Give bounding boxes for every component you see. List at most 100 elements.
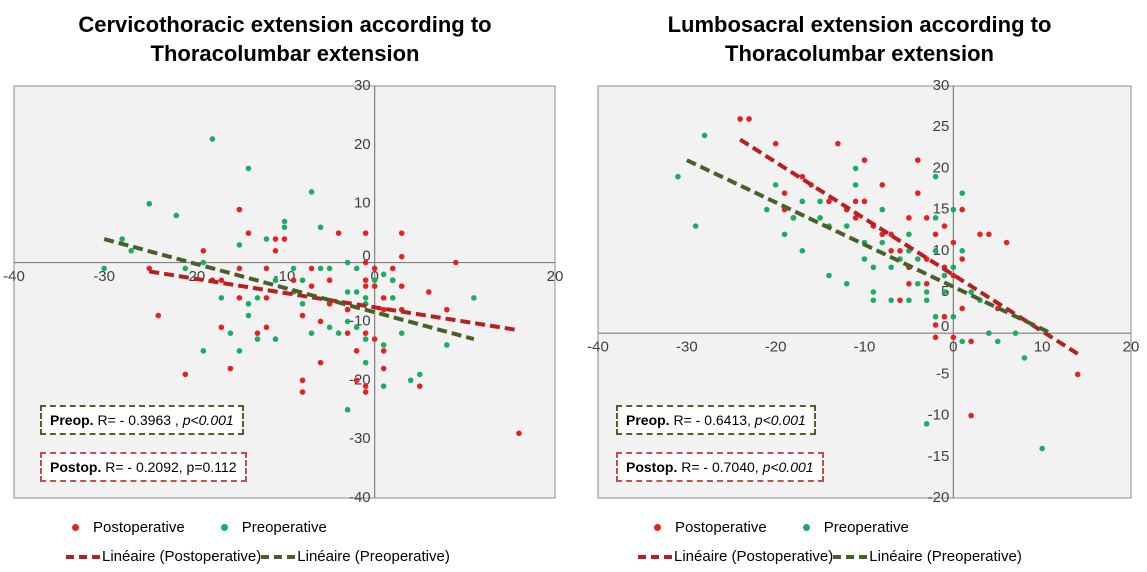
- postoperative-point: [236, 265, 243, 272]
- preoperative-point: [1021, 355, 1028, 361]
- postoperative-point: [263, 295, 270, 301]
- preoperative-point: [826, 272, 832, 279]
- x-tick-label: 20: [1123, 339, 1140, 356]
- legend-postoperative-trend-marker: [638, 554, 672, 559]
- postoperative-point: [1074, 371, 1081, 378]
- postoperative-point: [236, 206, 243, 213]
- postoperative-point: [263, 324, 270, 331]
- legend-preoperative-trend-marker: [833, 554, 868, 559]
- stat-text: R= - 0.6413,: [673, 412, 755, 428]
- preoperative-point: [272, 277, 279, 284]
- postoperative-point: [968, 412, 974, 419]
- postoperative-point: [389, 265, 396, 272]
- postoperative-point: [897, 297, 903, 304]
- postoperative-point: [353, 377, 360, 384]
- preoperative-point: [362, 295, 369, 301]
- preoperative-point: [471, 295, 477, 301]
- postoperative-point: [950, 272, 957, 279]
- postoperative-point: [977, 231, 983, 238]
- preoperative-point: [959, 338, 966, 345]
- postoperative-point: [932, 231, 939, 238]
- postoperative-point: [380, 306, 387, 313]
- postoperative-point: [245, 230, 252, 236]
- postoperative-point: [398, 230, 405, 236]
- postoperative-point: [254, 330, 261, 337]
- preoperative-point: [941, 289, 948, 295]
- legend: Postoperative Preoperative Linéaire (Pos…: [30, 515, 570, 572]
- preoperative-point: [182, 265, 189, 272]
- preoperative-point: [209, 136, 216, 142]
- stat-label: Postop.: [626, 459, 678, 475]
- preoperative-point: [335, 330, 342, 337]
- postoperative-point: [218, 324, 225, 331]
- postoperative-point: [932, 334, 939, 341]
- postoperative-point: [746, 116, 752, 122]
- postoperative-point: [781, 190, 788, 196]
- preop-stat-box: Preop. R= - 0.6413, p<0.001: [616, 405, 816, 435]
- postoperative-point: [299, 389, 306, 395]
- preoperative-point: [299, 300, 306, 307]
- y-tick-label: -40: [349, 489, 371, 506]
- postoperative-point: [362, 230, 369, 236]
- stat-pvalue: p<0.001: [762, 459, 814, 475]
- postoperative-point: [897, 248, 903, 254]
- postoperative-point: [317, 359, 324, 366]
- postoperative-point: [272, 236, 279, 242]
- y-tick-label: -15: [928, 448, 950, 465]
- y-tick-label: 10: [933, 242, 950, 259]
- legend-postoperative-trend-label: Linéaire (Postoperative): [102, 548, 262, 565]
- preoperative-point: [254, 295, 261, 301]
- preoperative-point: [353, 324, 360, 331]
- preoperative-point: [344, 259, 351, 266]
- preoperative-point: [986, 330, 992, 337]
- preoperative-point: [317, 224, 324, 231]
- postoperative-point: [182, 371, 189, 378]
- postoperative-point: [772, 140, 779, 147]
- legend-preoperative-marker: [220, 524, 228, 531]
- postoperative-point: [353, 348, 360, 354]
- preop-stat-box: Preop. R= - 0.3963 , p<0.001: [40, 405, 244, 435]
- y-tick-label: 20: [354, 136, 371, 153]
- y-tick-label: 30: [933, 77, 950, 94]
- legend-preoperative-trend-marker: [261, 554, 296, 559]
- postoperative-point: [380, 365, 387, 372]
- postoperative-point: [326, 277, 333, 284]
- postoperative-point: [398, 283, 405, 289]
- preoperative-point: [879, 206, 886, 213]
- preoperative-point: [308, 330, 315, 337]
- preoperative-point: [950, 206, 957, 213]
- preoperative-point: [915, 256, 921, 262]
- preoperative-point: [444, 342, 450, 348]
- legend-postoperative-marker: [654, 524, 661, 531]
- preoperative-point: [173, 212, 180, 219]
- postoperative-point: [335, 230, 342, 236]
- x-tick-label: 0: [370, 268, 378, 285]
- postoperative-point: [362, 389, 369, 395]
- preoperative-trendline: [685, 158, 1052, 336]
- stat-text: R= - 0.2092, p=0.112: [105, 459, 237, 475]
- postop-stat-box: Postop. R= - 0.2092, p=0.112: [40, 452, 247, 482]
- stat-text: R= - 0.7040,: [681, 459, 763, 475]
- chart-title-line-2: Thoracolumbar extension: [725, 41, 994, 66]
- preoperative-point: [353, 289, 360, 295]
- postoperative-point: [861, 157, 868, 163]
- preoperative-point: [353, 265, 360, 272]
- preoperative-point: [344, 318, 351, 325]
- postoperative-point: [923, 280, 930, 287]
- postoperative-point: [950, 239, 957, 246]
- x-tick-label: -10: [854, 339, 876, 356]
- y-tick-label: 0: [941, 318, 949, 335]
- preoperative-point: [281, 224, 288, 231]
- preoperative-point: [968, 289, 974, 295]
- preoperative-point: [870, 264, 877, 271]
- y-tick-label: 0: [362, 248, 370, 265]
- postoperative-trendline: [739, 137, 1079, 356]
- preoperative-point: [380, 342, 387, 348]
- chart-title-line-1: Cervicothoracic extension according to: [78, 12, 492, 37]
- postoperative-point: [906, 215, 912, 221]
- legend-postoperative-trend-marker: [66, 554, 100, 559]
- y-tick-label: -20: [928, 489, 950, 506]
- postoperative-point: [941, 313, 948, 320]
- postoperative-point: [861, 198, 868, 205]
